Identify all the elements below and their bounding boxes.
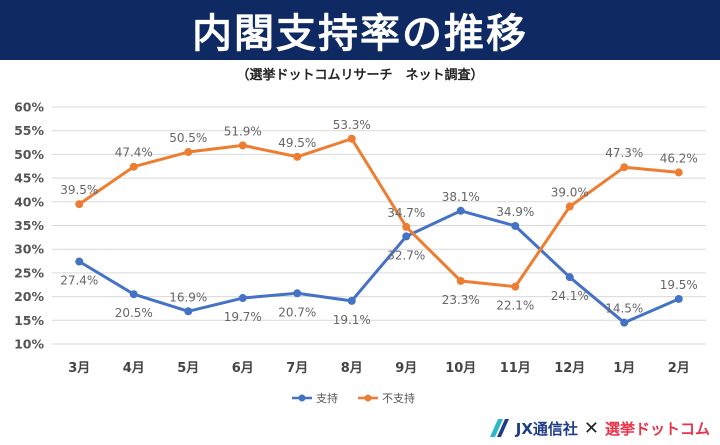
data-label: 39.0% xyxy=(551,186,589,200)
data-point xyxy=(511,282,520,291)
data-label: 20.7% xyxy=(278,305,316,319)
x-tick-label: 2月 xyxy=(668,361,690,376)
data-label: 20.5% xyxy=(115,306,153,320)
x-tick-label: 10月 xyxy=(445,361,476,376)
data-label: 14.5% xyxy=(605,302,643,316)
x-tick-label: 3月 xyxy=(68,361,90,376)
x-tick-label: 9月 xyxy=(395,361,417,376)
data-point xyxy=(184,148,193,157)
page-title: 内閣支持率の推移 xyxy=(192,11,528,57)
y-tick-label: 55% xyxy=(14,123,44,138)
data-label: 19.1% xyxy=(333,313,371,327)
data-label: 39.5% xyxy=(60,183,98,197)
data-label: 47.4% xyxy=(115,146,153,160)
data-point xyxy=(293,152,302,161)
data-label: 50.5% xyxy=(169,131,207,145)
data-point xyxy=(75,200,84,209)
data-label: 51.9% xyxy=(224,124,262,138)
data-point xyxy=(402,222,411,231)
footer-logos: JX通信社 ✕ 選挙ドットコム xyxy=(488,415,710,441)
x-tick-label: 6月 xyxy=(232,361,254,376)
data-point xyxy=(347,134,356,143)
data-point xyxy=(511,221,520,230)
series-line-nonsupport xyxy=(78,137,679,289)
jx-logo-icon xyxy=(489,419,509,437)
y-tick-label: 50% xyxy=(14,147,44,162)
x-tick-label: 12月 xyxy=(554,361,585,376)
data-point xyxy=(75,257,84,266)
cross-icon: ✕ xyxy=(583,417,599,439)
data-label: 46.2% xyxy=(660,151,698,165)
legend-label: 支持 xyxy=(316,391,338,405)
data-label: 38.1% xyxy=(442,190,480,204)
y-tick-label: 20% xyxy=(14,289,44,304)
data-point xyxy=(347,296,356,305)
data-label: 22.1% xyxy=(496,299,534,313)
data-label: 49.5% xyxy=(278,136,316,150)
x-tick-label: 1月 xyxy=(613,361,635,376)
data-point xyxy=(456,206,465,215)
data-point xyxy=(674,294,683,303)
partner-brand: 選挙ドットコム xyxy=(604,419,710,438)
chart-subtitle: （選挙ドットコムリサーチ ネット調査） xyxy=(236,68,484,83)
y-tick-label: 60% xyxy=(14,100,44,115)
data-point xyxy=(293,289,302,298)
y-tick-label: 15% xyxy=(14,313,44,328)
data-label: 47.3% xyxy=(605,146,643,160)
data-point xyxy=(129,162,138,171)
series-line-support xyxy=(78,209,680,325)
y-tick-label: 40% xyxy=(14,194,44,209)
data-label: 24.1% xyxy=(551,289,589,303)
data-label: 19.7% xyxy=(224,310,262,324)
data-point xyxy=(674,168,683,177)
legend-swatch-marker xyxy=(298,394,306,402)
data-label: 34.9% xyxy=(496,205,534,219)
y-tick-label: 45% xyxy=(14,171,44,186)
data-point xyxy=(565,202,574,211)
title-banner: 内閣支持率の推移 xyxy=(0,0,720,60)
data-label: 34.7% xyxy=(387,206,425,220)
x-tick-label: 5月 xyxy=(177,361,199,376)
y-tick-label: 30% xyxy=(14,242,44,257)
data-point xyxy=(129,290,138,299)
x-tick-label: 8月 xyxy=(341,361,363,376)
data-point xyxy=(620,318,629,327)
data-point xyxy=(456,276,465,285)
y-tick-label: 10% xyxy=(14,337,44,352)
x-tick-label: 7月 xyxy=(286,361,308,376)
data-label: 19.5% xyxy=(660,278,698,292)
data-label: 27.4% xyxy=(60,274,98,288)
y-tick-label: 25% xyxy=(14,265,44,280)
y-tick-label: 35% xyxy=(14,218,44,233)
data-label: 53.3% xyxy=(333,118,371,132)
data-label: 16.9% xyxy=(169,290,207,304)
data-point xyxy=(565,273,574,282)
data-point xyxy=(238,294,247,303)
data-label: 23.3% xyxy=(442,293,480,307)
data-point xyxy=(238,141,247,150)
data-point xyxy=(402,232,411,241)
legend-swatch-marker xyxy=(364,394,372,402)
data-label: 32.7% xyxy=(387,248,425,262)
jx-brand: JX通信社 xyxy=(515,419,578,438)
x-tick-label: 11月 xyxy=(500,361,531,376)
legend-label: 不支持 xyxy=(382,391,415,405)
data-point xyxy=(620,163,629,172)
data-point xyxy=(184,307,193,316)
x-tick-label: 4月 xyxy=(123,361,145,376)
